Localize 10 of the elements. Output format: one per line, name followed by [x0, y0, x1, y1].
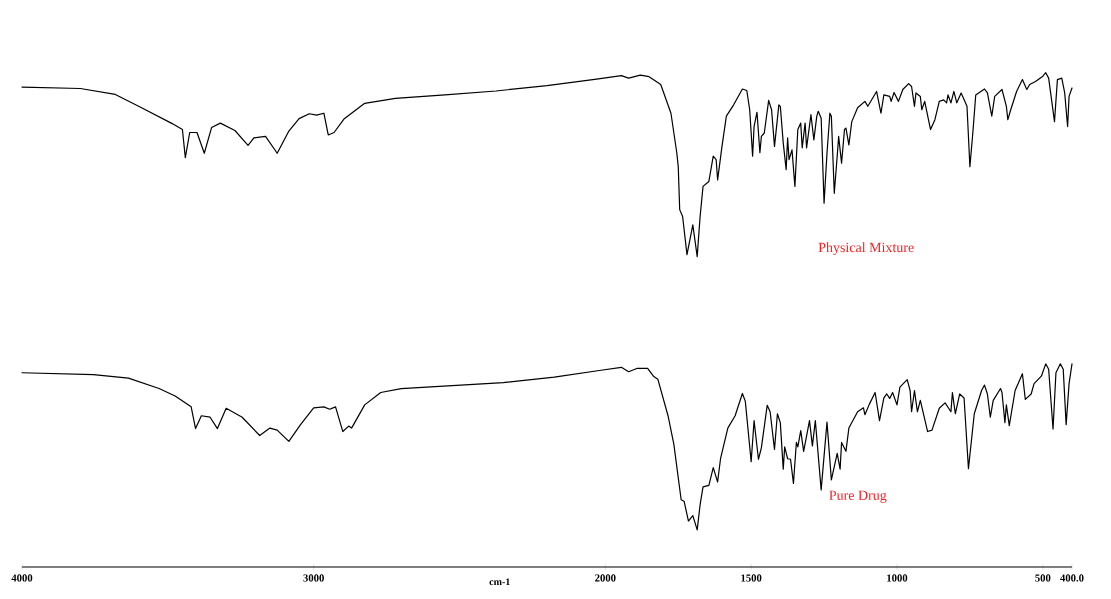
- x-tick-label: 500: [1035, 574, 1051, 582]
- x-tick-label: 3000: [303, 574, 324, 582]
- x-tick-label: 400.0: [1060, 574, 1084, 582]
- x-tick-label: 1500: [741, 574, 762, 582]
- text: Physical Mixture: [818, 242, 914, 256]
- x-axis-title: cm-1: [489, 578, 510, 586]
- series-label: Pure Drug: [829, 490, 887, 503]
- x-tick-label: 2000: [595, 574, 616, 582]
- x-tick-label: 4000: [11, 574, 33, 582]
- x-tick-label: 1000: [887, 574, 908, 582]
